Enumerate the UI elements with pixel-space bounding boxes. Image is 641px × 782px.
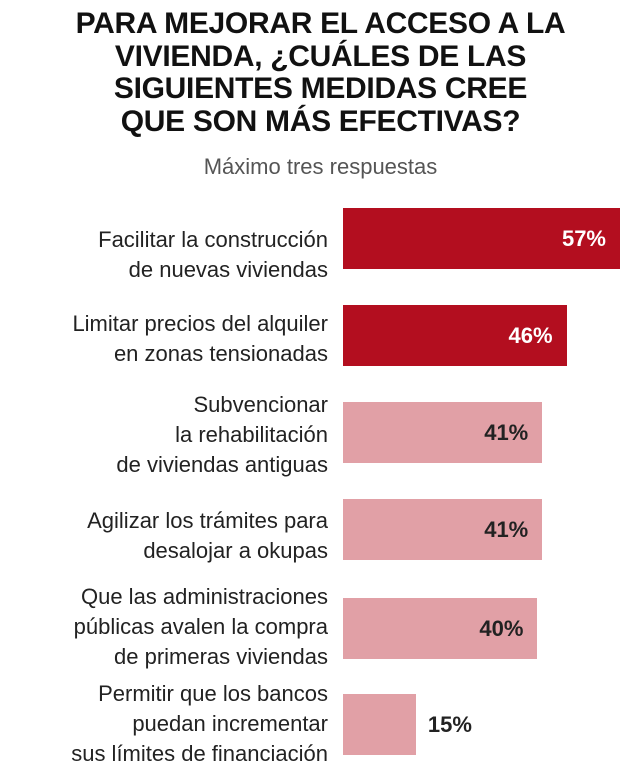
category-label-line: Facilitar la construcción xyxy=(98,227,328,252)
category-label-line: Que las administraciones xyxy=(80,584,328,609)
value-label: 40% xyxy=(479,616,524,641)
category-label: Que las administraciones públicas avalen … xyxy=(74,582,328,672)
category-label-line: desalojar a okupas xyxy=(143,538,328,563)
value-label: 41% xyxy=(484,420,529,445)
category-label-line: la rehabilitación xyxy=(175,422,328,447)
chart-subtitle: Máximo tres respuestas xyxy=(203,154,438,179)
category-label-line: en zonas tensionadas xyxy=(113,341,328,366)
value-label: 15% xyxy=(427,712,472,737)
bar xyxy=(343,694,416,755)
category-label-line: Limitar precios del alquiler xyxy=(72,311,328,336)
value-label: 46% xyxy=(508,323,553,348)
category-label-line: Subvencionar xyxy=(193,392,328,417)
category-label-line: Permitir que los bancos xyxy=(98,681,328,706)
category-label: Permitir que los bancos puedan incrementa… xyxy=(71,679,328,769)
category-label-line: de nuevas viviendas xyxy=(128,257,328,282)
title-line: VIVIENDA, ¿CUÁLES DE LAS xyxy=(114,39,527,73)
category-label: Facilitar la construcción de nuevas vivie… xyxy=(98,225,328,285)
bar xyxy=(343,499,543,560)
category-label: Limitar precios del alquiler en zonas ten… xyxy=(72,309,328,369)
chart-title: PARA MEJORAR EL ACCESO A LA VIVIENDA, ¿C… xyxy=(0,7,641,138)
bar xyxy=(343,208,620,269)
title-line: QUE SON MÁS EFECTIVAS? xyxy=(120,104,521,138)
category-label: Subvencionar la rehabilitación de vivienda… xyxy=(116,390,328,480)
title-line: PARA MEJORAR EL ACCESO A LA xyxy=(75,7,566,40)
category-label-line: sus límites de financiación xyxy=(71,741,328,766)
value-label: 57% xyxy=(561,226,606,251)
category-label: Agilizar los trámites para desalojar a ok… xyxy=(87,506,328,566)
bar xyxy=(343,402,543,463)
title-line: SIGUIENTES MEDIDAS CREE xyxy=(113,72,528,105)
category-label-line: Agilizar los trámites para xyxy=(87,508,328,533)
bar xyxy=(343,598,538,659)
category-label-line: puedan incrementar xyxy=(132,711,328,736)
bar xyxy=(343,305,567,366)
value-label: 41% xyxy=(484,517,529,542)
category-label-line: de viviendas antiguas xyxy=(116,452,328,477)
category-label-line: públicas avalen la compra xyxy=(73,614,328,639)
category-label-line: de primeras viviendas xyxy=(114,644,328,669)
